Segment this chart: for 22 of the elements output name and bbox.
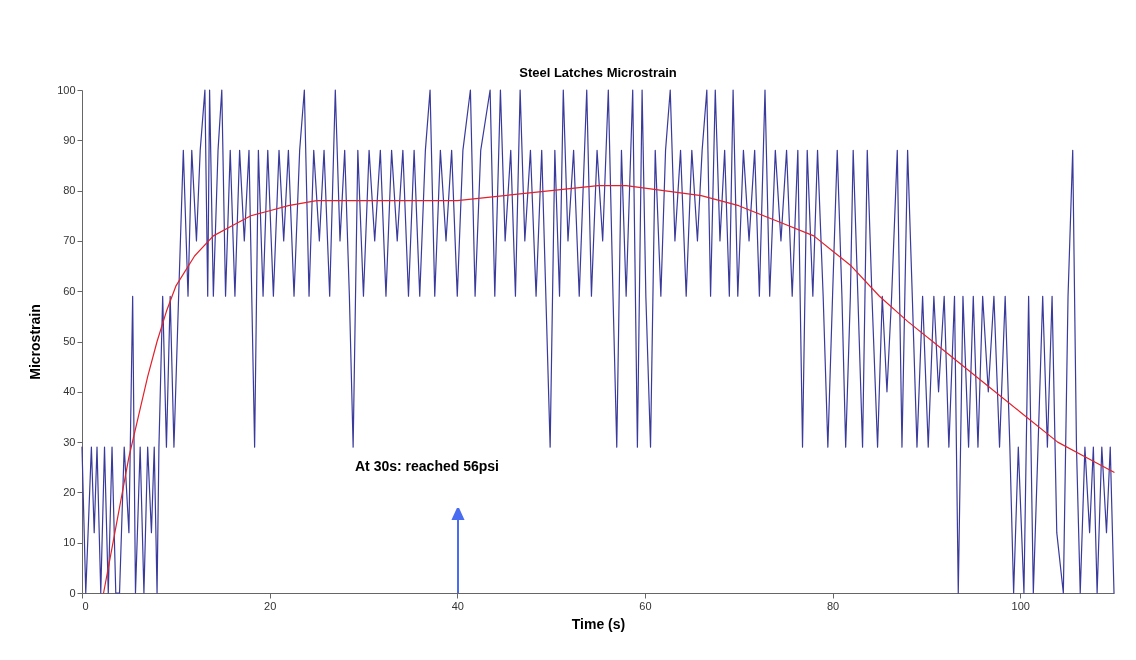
y-tick-label: 0 — [69, 586, 76, 599]
y-tick-label: 30 — [63, 435, 76, 448]
x-tick-label: 60 — [639, 599, 652, 612]
y-tick-label: 90 — [63, 133, 76, 146]
y-tick-label: 60 — [63, 284, 76, 297]
y-tick-label: 40 — [63, 385, 76, 398]
x-tick-label: 80 — [826, 599, 840, 612]
y-tick-label: 10 — [63, 536, 76, 549]
y-tick-label: 80 — [63, 184, 76, 197]
x-axis-title: Time (s) — [571, 615, 626, 632]
y-tick-label: 50 — [63, 335, 76, 347]
x-tick-label: 20 — [264, 599, 277, 612]
x-tick-label: 40 — [451, 599, 464, 612]
annotation: At 30s: reached 56psi — [355, 458, 499, 474]
x-tick-label: 0 — [82, 599, 89, 612]
y-tick-label: 70 — [63, 234, 76, 247]
x-tick-label: 100 — [1011, 599, 1030, 612]
chart-title: Steel Latches Microstrain — [519, 65, 677, 80]
y-tick-label: 20 — [63, 485, 76, 498]
y-axis-title: Microstrain — [27, 304, 44, 380]
y-tick-label: 100 — [57, 83, 76, 96]
line-series — [102, 184, 1115, 594]
